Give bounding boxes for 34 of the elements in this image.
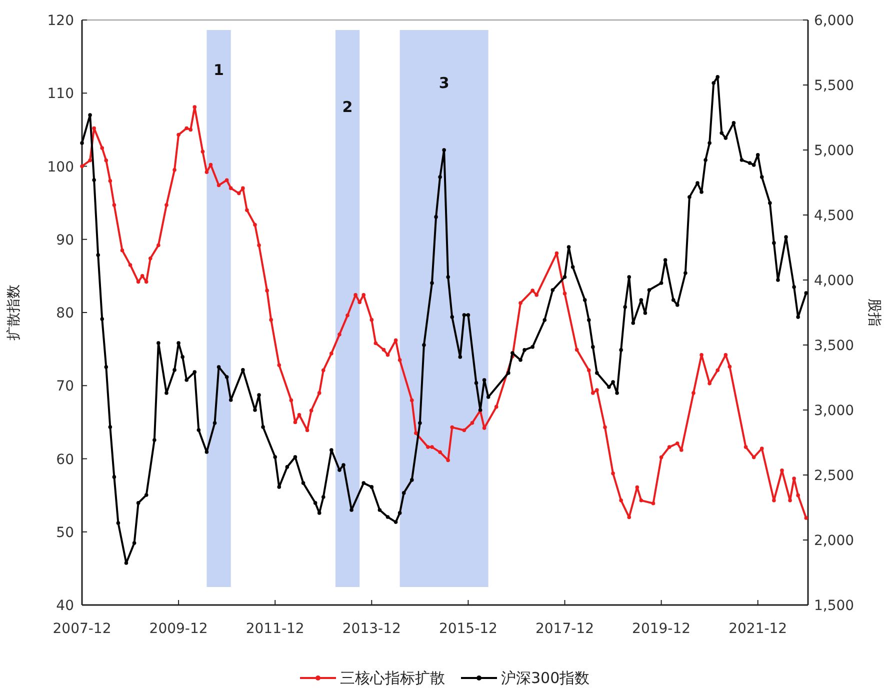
y2-tick-label: 2,500: [814, 468, 854, 484]
band-label: 1: [214, 61, 224, 79]
y2-tick-label: 4,000: [814, 273, 854, 289]
legend-label: 沪深300指数: [501, 669, 590, 687]
y2-tick-label: 5,000: [814, 143, 854, 159]
x-tick-label: 2015-12: [438, 621, 498, 637]
y-tick-label: 90: [56, 232, 74, 248]
band-label: 3: [438, 74, 450, 92]
x-tick-label: 2013-12: [342, 621, 401, 637]
y-tick-label: 100: [47, 159, 74, 176]
x-tick-label: 2019-12: [632, 621, 691, 637]
y2-tick-label: 2,000: [814, 533, 854, 549]
y2-axis-title: 股指: [866, 298, 882, 326]
y2-tick-label: 6,000: [814, 13, 854, 29]
x-tick-label: 2009-12: [149, 621, 208, 637]
y-tick-label: 70: [56, 378, 74, 395]
legend-label: 三核心指标扩散: [340, 669, 445, 687]
y-tick-label: 80: [56, 306, 74, 322]
x-tick-label: 2017-12: [536, 621, 594, 637]
y-tick-label: 120: [47, 13, 74, 29]
y-axis-title: 扩散指数: [6, 284, 22, 340]
y2-tick-label: 3,000: [814, 403, 854, 419]
x-tick-label: 2011-12: [246, 621, 304, 637]
y2-tick-label: 5,500: [814, 78, 854, 94]
y-tick-label: 110: [47, 86, 74, 102]
y-tick-label: 50: [56, 524, 74, 541]
band-label: 2: [342, 98, 353, 116]
y2-tick-label: 1,500: [814, 598, 854, 614]
x-tick-label: 2007-12: [52, 621, 112, 637]
y-tick-label: 60: [56, 452, 74, 468]
y2-tick-label: 4,500: [814, 208, 854, 224]
x-tick-label: 2021-12: [728, 621, 788, 637]
y-tick-label: 40: [56, 598, 74, 614]
y2-tick-label: 3,500: [814, 338, 854, 354]
